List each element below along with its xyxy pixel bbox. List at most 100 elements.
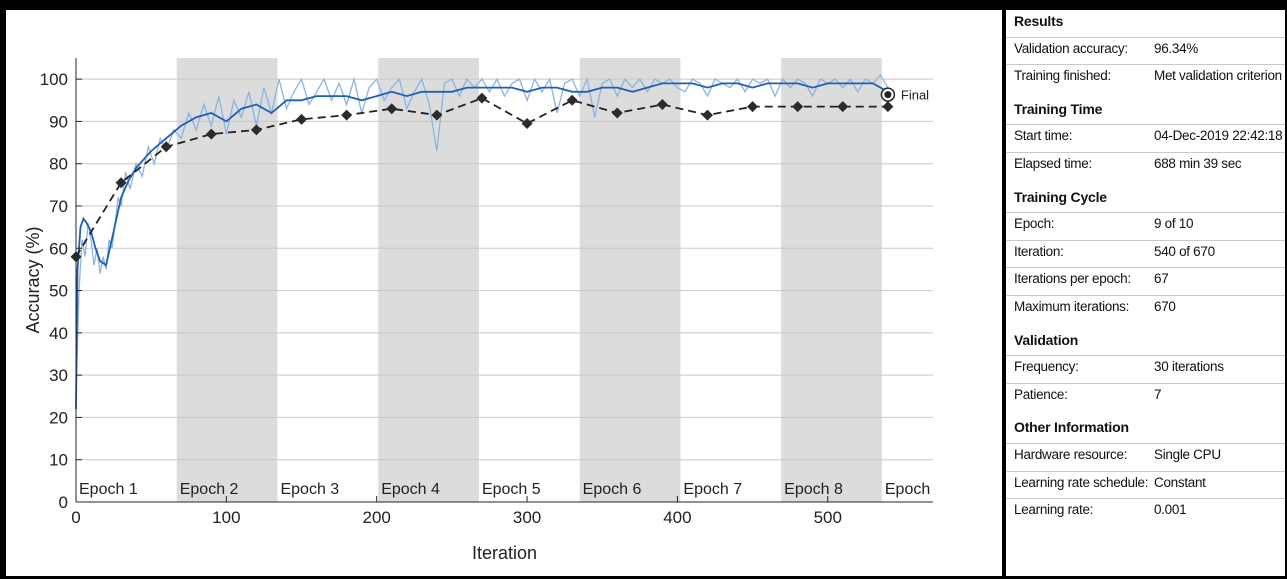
info-value: Single CPU [1154, 447, 1221, 462]
validation-point [656, 99, 668, 111]
info-value: 540 of 670 [1154, 243, 1215, 259]
epoch-label: Epoch 1 [79, 481, 138, 498]
row-divider [1006, 212, 1285, 214]
info-label: Learning rate: [1014, 502, 1094, 518]
section-title: Training Cycle [1014, 188, 1107, 205]
x-axis-title: Iteration [472, 543, 537, 563]
y-tick-label: 60 [49, 239, 68, 258]
row-divider [1006, 498, 1285, 500]
validation-point [386, 103, 398, 115]
y-tick-label: 30 [49, 366, 68, 385]
info-value: 688 min 39 sec [1154, 156, 1242, 171]
info-value: Met validation criterion [1154, 68, 1282, 84]
info-value: Constant [1154, 474, 1206, 490]
validation-point [160, 141, 172, 153]
epoch-label: Epoch 7 [683, 481, 742, 498]
info-label: Training finished: [1014, 68, 1111, 84]
epoch-label: Epoch 5 [482, 481, 541, 498]
training-accuracy-raw-line [75, 73, 889, 397]
validation-point [205, 128, 217, 140]
epoch-band [176, 58, 278, 502]
info-value: 0.001 [1154, 502, 1187, 518]
validation-point [701, 109, 713, 121]
validation-point [566, 94, 578, 106]
info-label: Patience: [1014, 386, 1068, 402]
epoch-label: Epoch 2 [180, 481, 239, 498]
row-divider [1006, 124, 1285, 126]
info-label: Validation accuracy: [1014, 40, 1128, 56]
section-title: Validation [1014, 331, 1079, 348]
x-tick-label: 400 [663, 508, 691, 527]
y-tick-label: 20 [49, 408, 68, 427]
info-value: 7 [1154, 386, 1162, 402]
y-tick-label: 40 [49, 324, 68, 343]
info-value: 96.34% [1154, 40, 1198, 56]
epoch-label: Epoch 8 [784, 481, 843, 498]
validation-point [296, 113, 308, 125]
info-label: Iteration: [1014, 243, 1064, 259]
epoch-label: Epoch [885, 481, 930, 498]
row-divider [1006, 443, 1285, 444]
info-value: 04-Dec-2019 22:42:18 [1154, 128, 1283, 144]
info-label: Hardware resource: [1014, 447, 1128, 462]
validation-point [341, 109, 353, 121]
validation-point [431, 109, 443, 121]
accuracy-chart: Epoch 1 Epoch 2 Epoch 3 Epoch 4 Epoch 5 Epoch… [23, 58, 933, 563]
x-tick-label: 300 [513, 508, 541, 527]
info-label: Maximum iterations: [1014, 299, 1130, 314]
validation-point [476, 92, 488, 104]
x-tick-label: 100 [212, 508, 240, 527]
info-value: 30 iterations [1154, 359, 1224, 375]
info-value: 67 [1154, 271, 1169, 287]
info-label: Elapsed time: [1014, 156, 1092, 171]
final-label: Final [901, 88, 929, 103]
row-divider [1006, 355, 1285, 357]
y-tick-label: 0 [59, 493, 68, 512]
x-tick-label: 0 [71, 508, 80, 527]
training-accuracy-smoothed-line [75, 82, 889, 410]
validation-point [837, 101, 849, 113]
info-label: Frequency: [1014, 359, 1079, 375]
row-divider [1006, 382, 1285, 384]
final-marker-dot [884, 91, 892, 99]
y-tick-label: 50 [49, 282, 68, 301]
validation-point [250, 124, 262, 136]
info-label: Iterations per epoch: [1014, 271, 1131, 287]
validation-point [747, 101, 759, 113]
row-divider [1006, 239, 1285, 241]
epoch-label: Epoch 6 [583, 481, 642, 498]
epoch-band [579, 58, 681, 502]
section-title: Results [1014, 13, 1064, 29]
y-tick-label: 80 [49, 155, 68, 174]
info-value: 9 of 10 [1154, 216, 1194, 232]
row-divider [1006, 152, 1285, 153]
y-tick-label: 90 [49, 112, 68, 131]
accuracy-chart-panel: Epoch 1 Epoch 2 Epoch 3 Epoch 4 Epoch 5 Epoch… [6, 10, 1002, 576]
epoch-band [378, 58, 479, 502]
y-axis-title: Accuracy (%) [23, 226, 43, 333]
epoch-label: Epoch 4 [381, 481, 440, 498]
row-divider [1006, 36, 1285, 38]
x-tick-label: 200 [363, 508, 391, 527]
section-title: Training Time [1014, 100, 1103, 117]
epoch-band [781, 58, 882, 502]
row-divider [1006, 267, 1285, 269]
row-divider [1006, 295, 1285, 296]
validation-point [521, 118, 533, 130]
y-tick-label: 10 [49, 451, 68, 470]
y-tick-label: 100 [40, 70, 68, 89]
row-divider [1006, 64, 1285, 66]
info-label: Start time: [1014, 128, 1073, 144]
info-value: 670 [1154, 299, 1176, 314]
y-tick-label: 70 [49, 197, 68, 216]
validation-point [882, 101, 894, 113]
validation-point [611, 107, 623, 119]
validation-point [792, 101, 804, 113]
x-tick-label: 500 [814, 508, 842, 527]
info-label: Epoch: [1014, 216, 1055, 232]
section-title: Other Information [1014, 419, 1129, 436]
info-label: Learning rate schedule: [1014, 474, 1149, 490]
row-divider [1006, 470, 1285, 472]
training-info-panel: Results Validation accuracy: 96.34% Trainin… [1006, 10, 1285, 576]
